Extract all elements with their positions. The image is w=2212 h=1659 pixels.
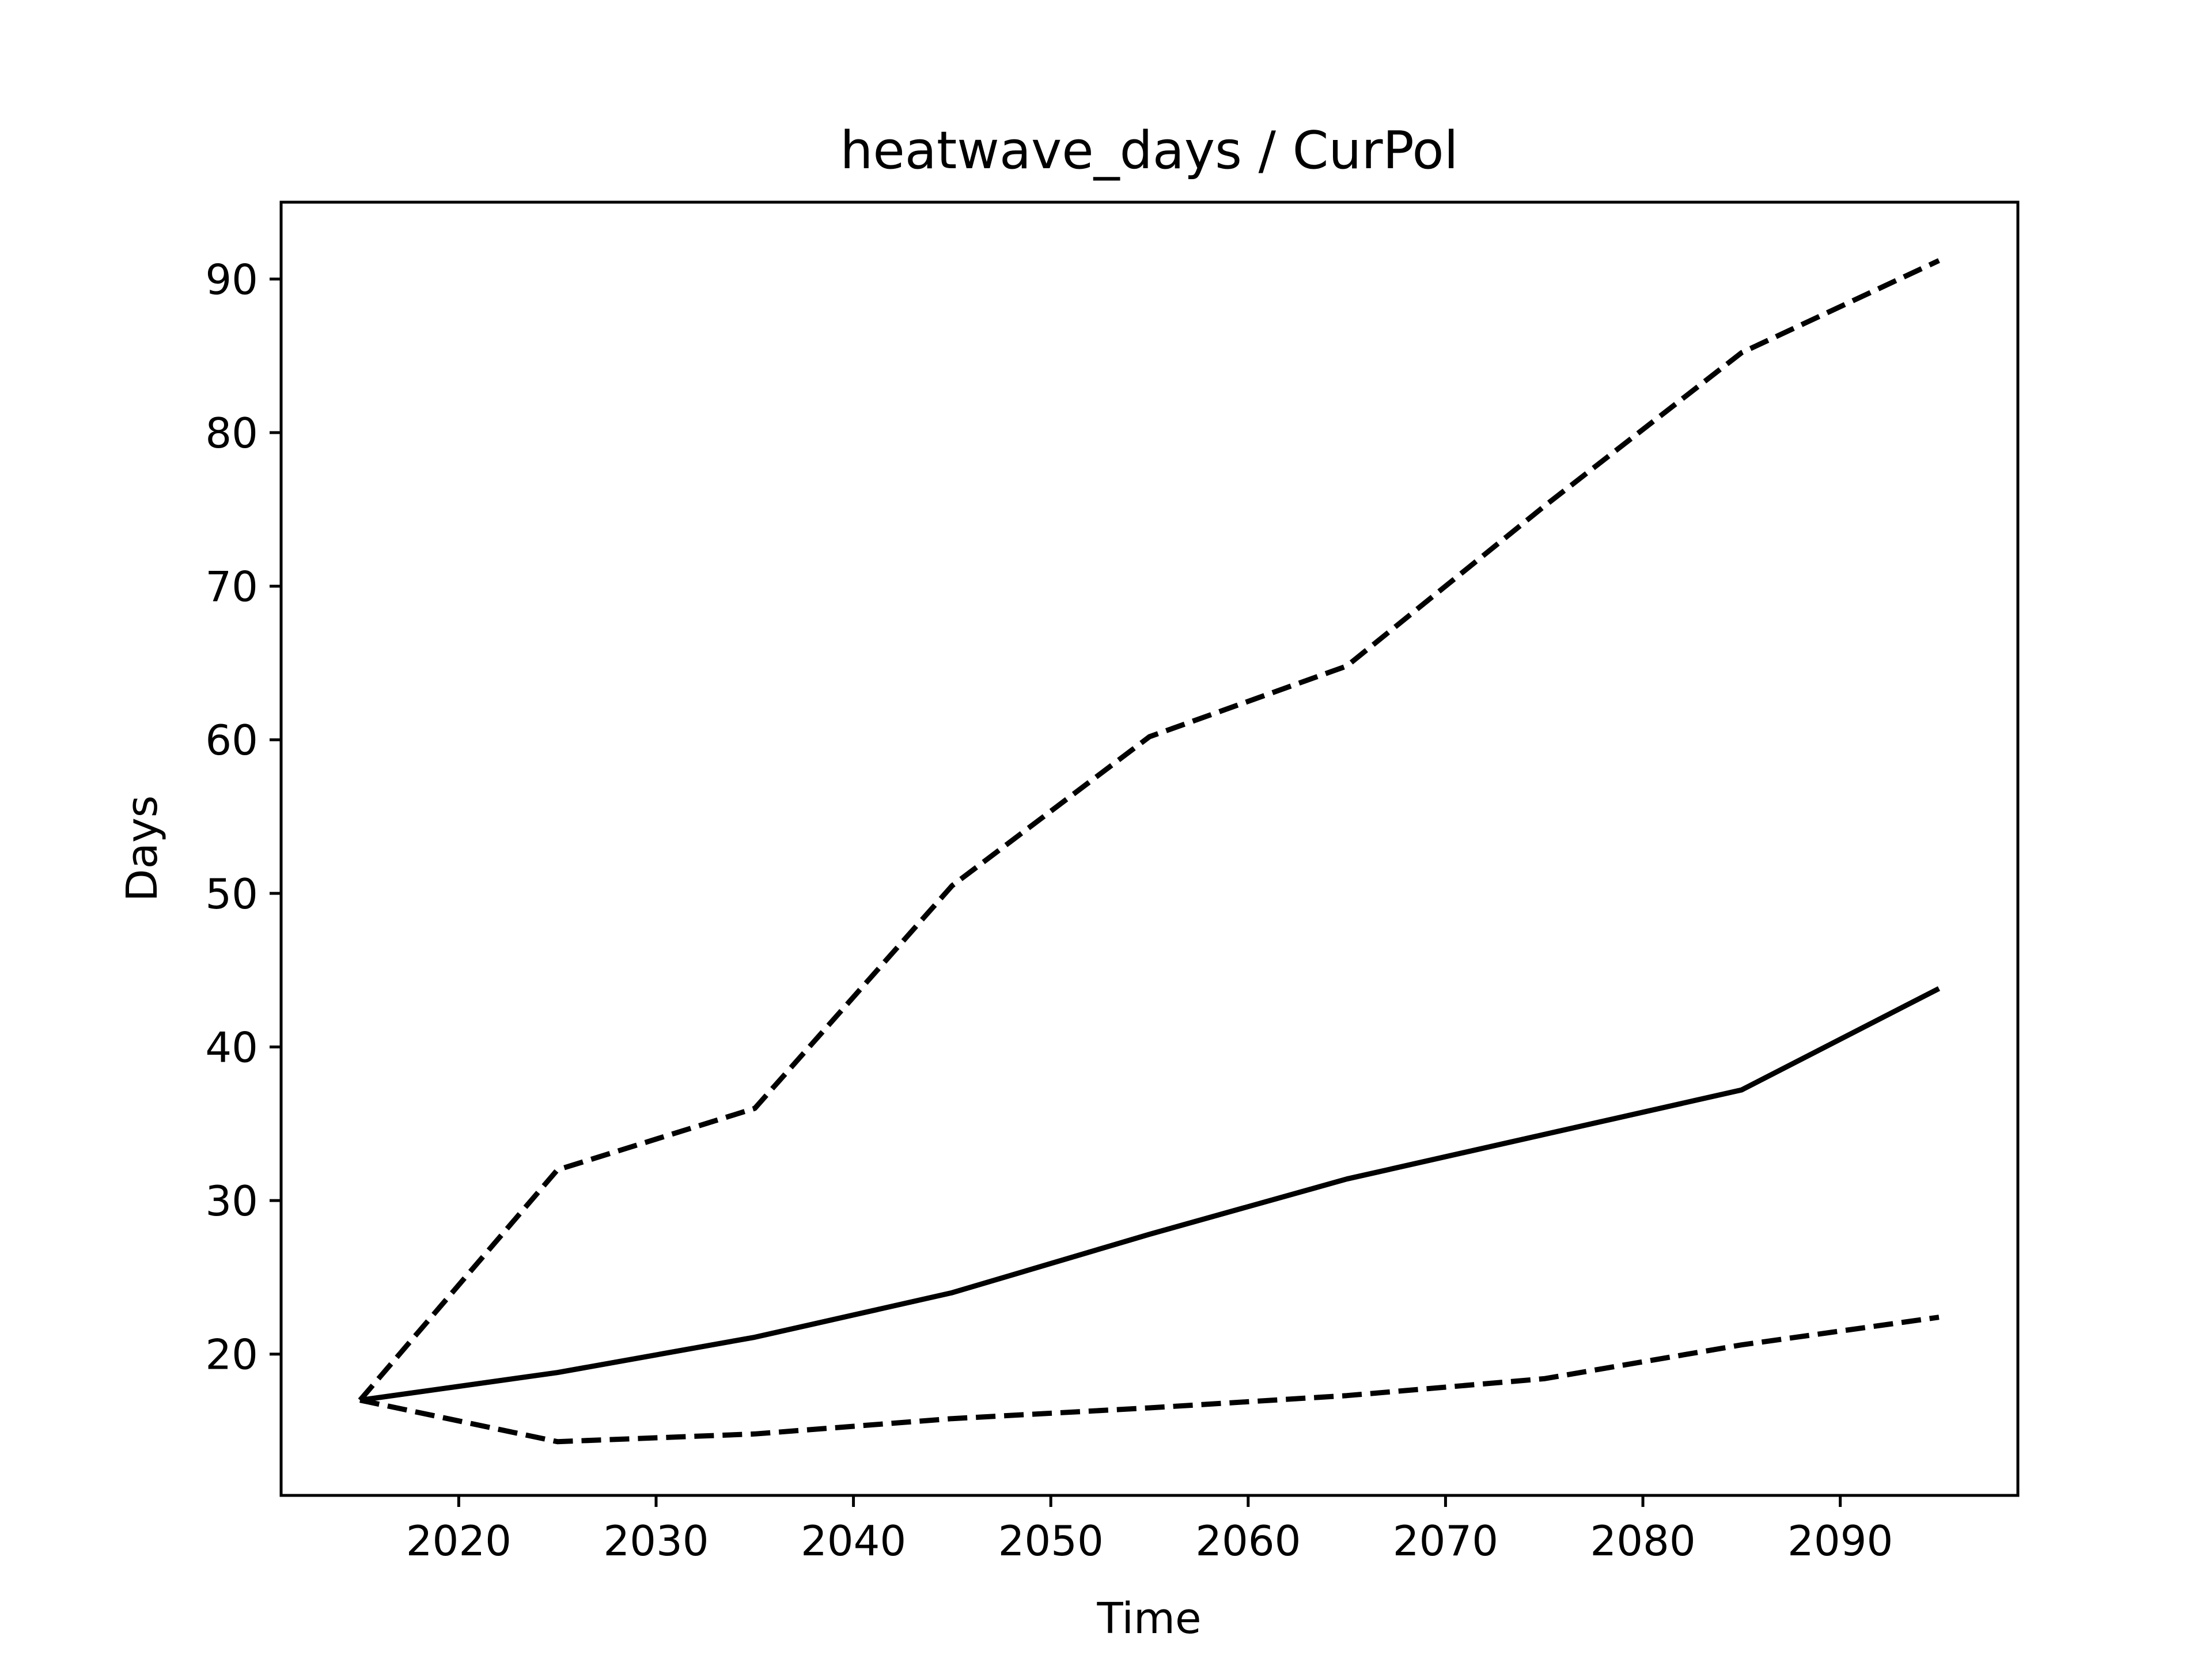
x-tick-label: 2050 xyxy=(998,1517,1104,1565)
x-axis-ticks: 2020 2030 2040 2050 2060 2070 2080 2090 xyxy=(406,1495,1893,1565)
y-tick-label: 30 xyxy=(205,1177,258,1225)
x-tick-label: 2030 xyxy=(603,1517,709,1565)
y-axis-label: Days xyxy=(118,796,167,902)
series-layer xyxy=(358,258,1941,1445)
x-tick-label: 2040 xyxy=(801,1517,906,1565)
y-axis-ticks: 20 30 40 50 60 70 80 90 xyxy=(205,255,281,1379)
y-tick-label: 80 xyxy=(205,409,258,457)
series-line-3-dashed xyxy=(359,1315,1940,1445)
y-tick-label: 20 xyxy=(205,1331,258,1379)
series-line-1-solid xyxy=(359,986,1941,1403)
y-tick-label: 40 xyxy=(205,1023,258,1071)
y-tick-label: 60 xyxy=(205,716,258,764)
x-tick-label: 2020 xyxy=(406,1517,512,1565)
y-tick-label: 50 xyxy=(205,870,258,918)
plot-frame xyxy=(279,200,2020,1497)
x-tick-label: 2060 xyxy=(1195,1517,1301,1565)
chart-title: heatwave_days / CurPol xyxy=(840,120,1458,181)
x-tick-label: 2090 xyxy=(1787,1517,1893,1565)
y-tick-label: 70 xyxy=(205,563,258,611)
y-tick-label: 90 xyxy=(205,255,258,304)
x-tick-label: 2080 xyxy=(1590,1517,1695,1565)
series-line-2-dashed xyxy=(358,258,1940,1402)
x-axis-label: Time xyxy=(1096,1594,1201,1643)
x-tick-label: 2070 xyxy=(1393,1517,1498,1565)
